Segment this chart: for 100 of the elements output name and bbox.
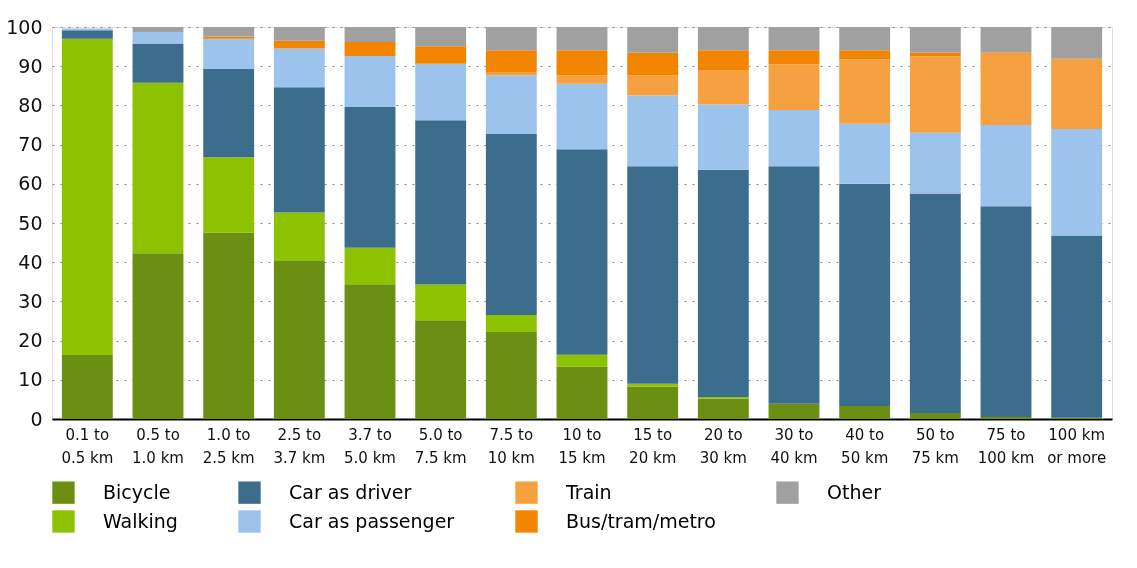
bar [627, 166, 679, 384]
bar [980, 27, 1032, 53]
bar [627, 27, 679, 53]
bar [768, 27, 820, 51]
bar [344, 284, 396, 419]
bar [273, 40, 325, 49]
bar [839, 406, 891, 419]
bar [980, 206, 1032, 418]
legend-label: Bicycle [103, 480, 171, 503]
x-tick-label: 0.5 to 1.0 km [132, 425, 184, 467]
x-tick-label: 2.5 to 3.7 km [273, 425, 326, 467]
x-tick-label: 0.1 to 0.5 km [61, 425, 114, 467]
x-tick-label: 10 to 15 km [558, 425, 606, 467]
bar [61, 30, 113, 39]
y-tick-label: 10 [18, 368, 43, 391]
bar [132, 253, 184, 419]
bar [132, 43, 184, 83]
bar [132, 82, 184, 254]
bar [273, 87, 325, 213]
bar [697, 27, 749, 51]
bar [344, 41, 396, 57]
x-tick-label: 50 to 75 km [911, 425, 959, 467]
bar [697, 169, 749, 398]
bar [909, 193, 961, 414]
y-tick-label: 70 [18, 133, 43, 156]
x-tick-label: 30 to 40 km [770, 425, 818, 467]
bar [980, 53, 1032, 125]
x-tick-label: 75 to 100 km [977, 425, 1035, 467]
bar [839, 59, 891, 124]
bar [839, 50, 891, 60]
x-tick-label: 3.7 to 5.0 km [344, 425, 396, 467]
bar [203, 27, 255, 37]
y-tick-label: 60 [18, 172, 43, 195]
x-tick-label: 100 km or more [1047, 425, 1107, 467]
bar [556, 75, 608, 84]
bar [909, 413, 961, 419]
bar [61, 355, 113, 419]
bar [485, 315, 537, 332]
bar [344, 106, 396, 248]
bar [627, 386, 679, 419]
bar [203, 68, 255, 158]
bar [556, 366, 608, 419]
bar [768, 110, 820, 167]
bar [627, 75, 679, 96]
bar [768, 64, 820, 111]
bar [768, 166, 820, 404]
bar [556, 27, 608, 51]
bar [627, 95, 679, 167]
bar [132, 32, 184, 44]
bar [697, 50, 749, 71]
x-tick-label: 20 to 30 km [699, 425, 747, 467]
bar [627, 52, 679, 76]
legend-label: Car as driver [289, 480, 412, 503]
bar [556, 50, 608, 76]
bar [697, 70, 749, 105]
bar [203, 157, 255, 233]
y-tick-label: 80 [18, 93, 43, 116]
bar [485, 331, 537, 419]
bar [1051, 128, 1103, 236]
bar [273, 212, 325, 261]
bar [697, 398, 749, 419]
y-tick-label: 0 [30, 407, 43, 430]
bar [909, 27, 961, 53]
bar [344, 27, 396, 42]
bar [485, 50, 537, 73]
y-tick-label: 20 [18, 329, 43, 352]
bar [839, 27, 891, 51]
bar [556, 149, 608, 355]
bar [1051, 27, 1103, 59]
legend-label: Bus/tram/metro [566, 509, 716, 532]
bar [980, 125, 1032, 207]
y-tick-label: 40 [18, 250, 43, 273]
bar [273, 260, 325, 419]
x-tick-label: 7.5 to 10 km [487, 425, 535, 467]
y-tick-label: 90 [18, 54, 43, 77]
legend-label: Walking [103, 509, 178, 532]
bar [839, 183, 891, 407]
bar [627, 383, 679, 387]
bar [344, 247, 396, 285]
bar [485, 72, 537, 76]
x-tick-label: 40 to 50 km [841, 425, 889, 467]
legend-label: Other [827, 480, 882, 503]
bar [1051, 235, 1103, 418]
bar [273, 48, 325, 88]
bar [909, 56, 961, 133]
bar [415, 46, 467, 64]
bar [203, 38, 255, 69]
bar [556, 354, 608, 367]
bar [203, 36, 255, 39]
bar [415, 27, 467, 47]
bar [485, 27, 537, 51]
x-tick-label: 1.0 to 2.5 km [202, 425, 255, 467]
bar [485, 134, 537, 316]
bar [768, 403, 820, 419]
bar [485, 75, 537, 135]
y-tick-label: 30 [18, 289, 43, 312]
bar [768, 50, 820, 65]
bar [697, 104, 749, 170]
bar [556, 83, 608, 150]
bar [415, 120, 467, 285]
